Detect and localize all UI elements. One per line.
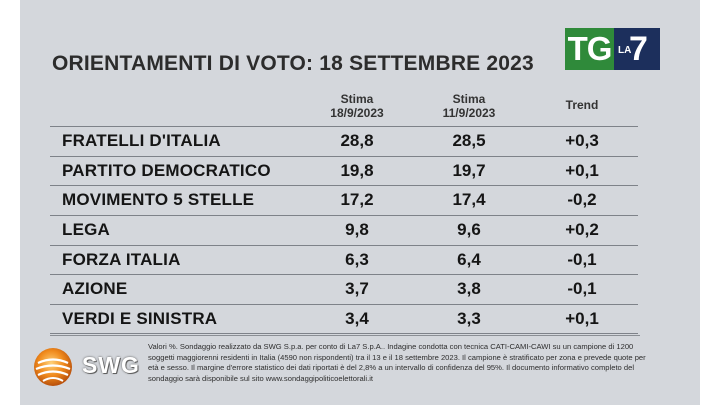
la7-logo: LA 7 — [614, 28, 660, 70]
previous-value: 6,4 — [457, 249, 481, 269]
trend-value: +0,2 — [565, 220, 599, 240]
table-row: FORZA ITALIA 6,3 6,4 -0,1 — [50, 244, 638, 275]
column-header-previous-line2: 11/9/2023 — [442, 106, 496, 120]
methodology-note: Valori %. Sondaggio realizzato da SWG S.… — [148, 342, 646, 383]
previous-value: 17,4 — [452, 190, 486, 210]
trend-value: -0,1 — [567, 249, 597, 269]
previous-value: 28,5 — [452, 131, 486, 150]
trend-value: +0,1 — [565, 160, 599, 180]
table-row: AZIONE 3,7 3,8 -0,1 — [50, 274, 638, 304]
table-row: LEGA 9,8 9,6 +0,2 — [50, 215, 638, 245]
swg-logo-text: SWG — [82, 352, 140, 378]
party-name: FRATELLI D'ITALIA — [62, 131, 221, 150]
footer-divider — [50, 335, 640, 336]
trend-value: +0,1 — [565, 309, 599, 329]
trend-value: -0,2 — [567, 190, 597, 210]
column-header-trend: Trend — [565, 98, 599, 112]
la7-logo-seven: 7 — [629, 30, 648, 68]
poll-table: FRATELLI D'ITALIA 28,8 28,5 +0,3 PARTITO… — [50, 126, 638, 334]
previous-value: 9,6 — [457, 220, 481, 240]
la7-logo-la: LA — [618, 45, 632, 56]
current-value: 19,8 — [340, 160, 374, 180]
previous-value: 3,8 — [457, 279, 481, 299]
current-value: 17,2 — [340, 190, 374, 210]
party-name: AZIONE — [62, 279, 128, 299]
column-header-current: Stima 18/9/2023 — [297, 92, 417, 120]
current-value: 3,7 — [345, 279, 369, 299]
trend-value: -0,1 — [567, 279, 597, 299]
party-name: MOVIMENTO 5 STELLE — [62, 190, 255, 210]
table-row: PARTITO DEMOCRATICO 19,8 19,7 +0,1 — [50, 155, 638, 186]
table-row: VERDI E SINISTRA 3,4 3,3 +0,1 — [50, 304, 638, 334]
party-name: FORZA ITALIA — [62, 249, 181, 269]
column-header-previous-line1: Stima — [452, 92, 486, 106]
column-header-current-line2: 18/9/2023 — [330, 106, 384, 120]
tg-logo-text: TG — [567, 30, 613, 67]
swg-logo-icon — [34, 348, 72, 386]
party-name: LEGA — [62, 220, 111, 240]
party-name: VERDI E SINISTRA — [62, 309, 218, 329]
previous-value: 19,7 — [452, 160, 486, 180]
table-row: FRATELLI D'ITALIA 28,8 28,5 +0,3 — [50, 126, 638, 156]
current-value: 9,8 — [345, 220, 369, 240]
table-row: MOVIMENTO 5 STELLE 17,2 17,4 -0,2 — [50, 185, 638, 215]
current-value: 3,4 — [345, 309, 369, 329]
column-header-previous: Stima 11/9/2023 — [409, 92, 529, 120]
current-value: 28,8 — [340, 131, 374, 150]
column-header-current-line1: Stima — [340, 92, 374, 106]
current-value: 6,3 — [345, 249, 369, 269]
page-title: ORIENTAMENTI DI VOTO: 18 SETTEMBRE 2023 — [52, 52, 534, 75]
trend-value: +0,3 — [565, 131, 599, 150]
tg-logo: TG — [565, 28, 614, 70]
party-name: PARTITO DEMOCRATICO — [62, 160, 271, 180]
previous-value: 3,3 — [457, 309, 481, 329]
